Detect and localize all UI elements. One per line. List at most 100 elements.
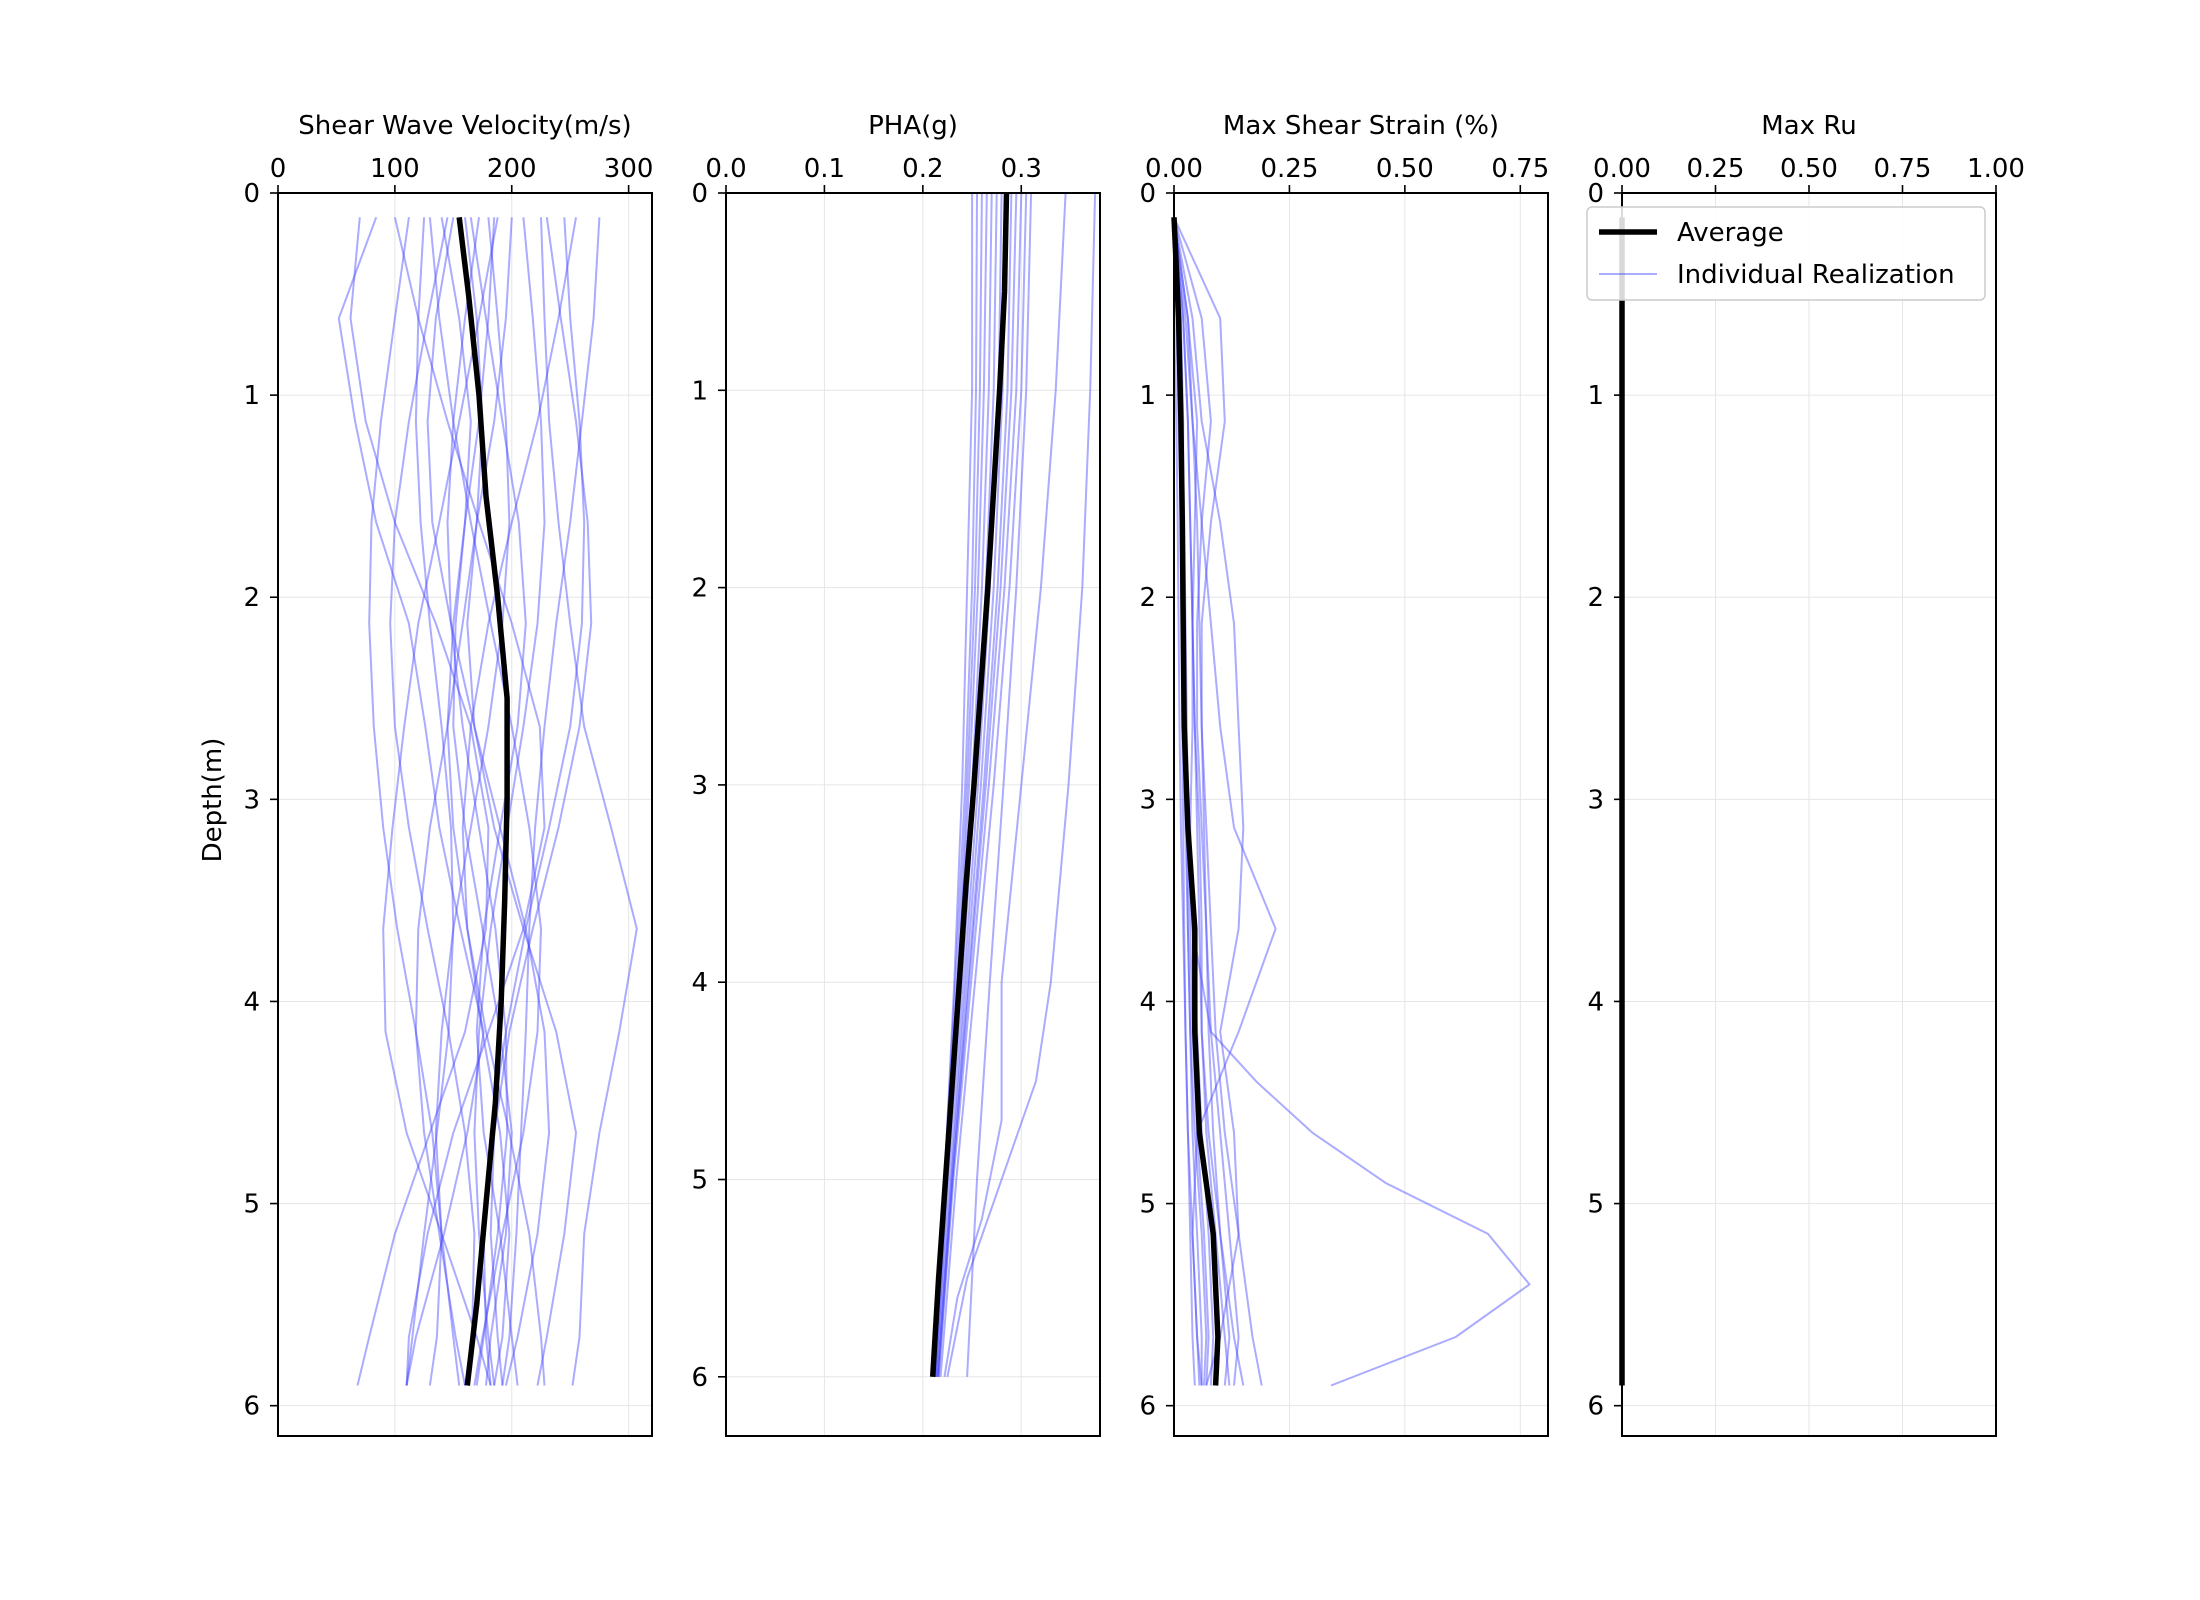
x-tick-label: 0.50 [1780,154,1838,184]
y-tick-label: 4 [243,987,260,1017]
x-tick-label: 0.50 [1376,154,1434,184]
realization-line-7 [1174,217,1240,1386]
x-tick-label: 0.1 [804,154,845,184]
realization-line-13 [434,217,511,1386]
realization-line-8 [466,217,577,1386]
realization-line-12 [939,193,1028,1377]
y-tick-label: 1 [691,376,708,406]
legend-label: Average [1677,218,1784,248]
realization-line-11 [349,217,490,1386]
y-tick-label: 3 [1587,785,1604,815]
realization-line-13 [966,193,1033,1377]
average-line [456,216,510,1386]
y-tick-label: 5 [243,1190,260,1220]
legend-box [1586,206,1986,301]
realization-line-14 [1174,217,1231,1386]
realizations [337,216,638,1386]
y-tick-label: 0 [1587,179,1604,209]
y-tick-label: 0 [243,179,260,209]
x-tick-label: 100 [370,154,420,184]
y-tick-label: 6 [691,1363,708,1393]
x-tick-label: 0.75 [1874,154,1932,184]
realization-line-11 [1174,217,1531,1387]
x-tick-label: 0.75 [1491,154,1549,184]
y-tick-label: 4 [691,968,708,998]
realization-line-10 [461,217,577,1386]
y-tick-label: 6 [1139,1392,1156,1422]
realization-line-3 [501,217,601,1386]
x-tick-label: 0.00 [1145,154,1203,184]
realization-line-2 [393,217,546,1386]
y-tick-label: 3 [691,771,708,801]
panel-title: Max Shear Strain (%) [1223,111,1499,141]
realization-line-15 [426,217,551,1386]
axes-frame [725,192,1101,1437]
realization-line-7 [440,217,513,1386]
realization-line-8 [936,193,1008,1377]
y-tick-label: 1 [243,381,260,411]
y-tick-label: 6 [1587,1392,1604,1422]
realization-line-12 [368,217,443,1386]
y-tick-label: 5 [1139,1190,1156,1220]
panel-title: Max Ru [1761,111,1856,141]
y-tick-label: 3 [1139,785,1156,815]
x-tick-label: 0.0 [705,154,746,184]
realization-line-14 [489,217,593,1386]
x-tick-label: 0.00 [1593,154,1651,184]
panel-3: 0.00 0.25 0.50 0.75 0 1 2 3 4 5 6 Max Shear Strain … [1139,111,1549,1437]
y-tick-label: 4 [1587,987,1604,1017]
y-tick-label: 6 [243,1392,260,1422]
realization-line-10 [1174,217,1277,1386]
y-tick-label: 1 [1139,381,1156,411]
y-tick-label: 2 [1139,583,1156,613]
realization-line-1 [1174,217,1201,1386]
y-tick-label: 4 [1139,987,1156,1017]
y-tick-label: 3 [243,785,260,815]
panel-4: 0.00 0.25 0.50 0.75 1.00 0 1 2 3 4 5 6 Max Ru [1587,111,2025,1437]
realization-line-4 [540,217,638,1386]
y-tick-label: 2 [691,574,708,604]
panel-title: Shear Wave Velocity(m/s) [298,111,631,141]
realization-line-6 [382,217,499,1386]
realization-line-20 [446,217,509,1386]
realization-line-8 [1174,216,1263,1386]
legend: Average Individual Realization [1586,206,1986,301]
realization-line-22 [389,217,476,1386]
y-tick-label: 0 [1139,179,1156,209]
realization-line-5 [405,217,455,1386]
x-tick-label: 0.25 [1687,154,1745,184]
x-tick-label: 200 [487,154,537,184]
grid [277,192,652,1436]
realization-line-10 [936,193,1018,1377]
x-tick-label: 0.2 [902,154,943,184]
x-tick-label: 300 [604,154,654,184]
legend-label: Individual Realization [1677,260,1955,290]
realization-line-15 [946,193,1097,1377]
realization-line-17 [428,217,542,1386]
x-tick-label: 1.00 [1967,154,2025,184]
panel-1: 0 100 200 300 0 1 2 3 4 5 6 Shear Wave Velocity(m/s… [243,111,654,1437]
axes-frame [1173,192,1549,1437]
average-line [1171,217,1221,1386]
y-tick-label: 5 [1587,1190,1604,1220]
panel-title: PHA(g) [868,111,958,141]
realization-line-6 [1174,217,1245,1386]
y-axis-label: Depth(m) [198,738,228,863]
realization-line-9 [937,193,1013,1377]
x-tick-label: 0.25 [1260,154,1318,184]
y-tick-label: 0 [691,179,708,209]
realization-line-1 [337,216,485,1386]
realization-line-11 [937,193,1023,1377]
y-tick-label: 2 [243,583,260,613]
panel-2: 0.0 0.1 0.2 0.3 0 1 2 3 4 5 6 PHA(g) [691,111,1101,1437]
realization-line-14 [943,193,1067,1377]
x-tick-label: 0.3 [1001,154,1042,184]
average-line [929,192,1010,1377]
y-tick-label: 1 [1587,381,1604,411]
x-tick-label: 0 [270,154,287,184]
realization-line-9 [469,217,527,1386]
y-tick-label: 5 [691,1166,708,1196]
axes-frame [277,192,653,1437]
